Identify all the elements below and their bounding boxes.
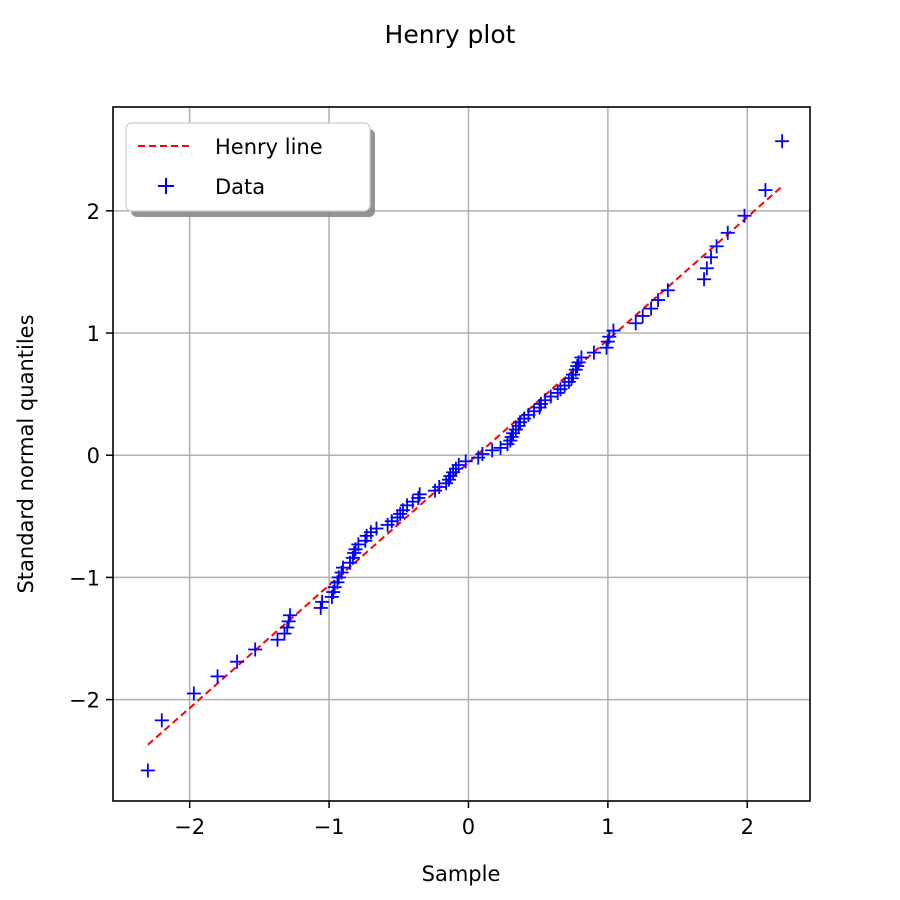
data-point xyxy=(270,632,285,647)
data-point xyxy=(363,525,378,540)
data-point xyxy=(446,465,461,480)
data-point xyxy=(230,654,245,669)
grid xyxy=(113,107,810,801)
y-tick-label: −1 xyxy=(69,566,100,590)
data-point xyxy=(720,225,735,240)
x-tick-label: −2 xyxy=(174,815,205,839)
data-point xyxy=(475,447,490,461)
legend-data-marker xyxy=(158,178,174,194)
data-point xyxy=(369,521,384,536)
data-point xyxy=(315,594,330,609)
data-point xyxy=(439,476,454,491)
data-point xyxy=(493,440,508,455)
data-point xyxy=(351,537,366,552)
data-point xyxy=(644,301,659,316)
data-point xyxy=(737,208,752,223)
data-point xyxy=(500,437,515,452)
data-point xyxy=(451,457,466,472)
y-tick-label: 2 xyxy=(87,200,100,224)
y-axis-ticks: −2 −1 0 1 2 xyxy=(69,200,113,713)
data-point xyxy=(506,426,521,441)
y-tick-label: −2 xyxy=(69,689,100,713)
data-point xyxy=(405,494,420,509)
x-tick-label: 0 xyxy=(462,815,475,839)
data-point xyxy=(568,362,583,377)
data-point xyxy=(758,183,773,198)
data-point xyxy=(526,404,541,419)
data-point xyxy=(432,479,447,494)
data-point xyxy=(503,433,518,448)
data-point xyxy=(280,620,295,635)
data-point xyxy=(543,389,558,404)
data-point xyxy=(635,308,650,323)
x-tick-label: −1 xyxy=(314,815,345,839)
legend-data-label: Data xyxy=(215,175,265,199)
data-point xyxy=(704,250,719,265)
data-point xyxy=(458,454,473,469)
data-point xyxy=(564,371,579,386)
data-point xyxy=(521,407,536,422)
data-point xyxy=(448,461,463,476)
plot-frame xyxy=(112,106,811,802)
data-point xyxy=(443,468,458,483)
data-point xyxy=(277,626,292,641)
data-point xyxy=(313,600,328,615)
data-point xyxy=(154,713,169,728)
data-point xyxy=(412,487,427,502)
data-point xyxy=(660,283,675,298)
data-point xyxy=(511,418,526,433)
data-point xyxy=(393,506,408,521)
x-axis-label: Sample xyxy=(422,862,501,886)
y-tick-label: 1 xyxy=(87,322,100,346)
data-point xyxy=(775,134,790,149)
data-point xyxy=(281,614,296,629)
data-point xyxy=(574,350,589,365)
data-point xyxy=(532,400,547,415)
data-point xyxy=(186,686,201,701)
y-axis-label: Standard normal quantiles xyxy=(14,314,38,593)
x-axis-ticks: −2 −1 0 1 2 xyxy=(174,801,754,839)
data-point xyxy=(699,261,714,276)
data-point xyxy=(709,239,724,254)
data-point xyxy=(441,472,456,487)
data-point xyxy=(586,345,601,360)
data-point xyxy=(538,393,553,408)
data-point xyxy=(561,374,576,389)
data-point xyxy=(390,510,405,525)
x-tick-label: 1 xyxy=(601,815,614,839)
data-point xyxy=(283,608,298,623)
data-point xyxy=(210,669,225,684)
data-point xyxy=(508,422,523,437)
data-point xyxy=(570,359,585,374)
data-point xyxy=(628,316,643,331)
data-point xyxy=(599,340,614,355)
data-point xyxy=(400,498,415,513)
data-point xyxy=(504,429,519,444)
data-points-layer xyxy=(140,134,790,778)
chart-title: Henry plot xyxy=(385,20,516,49)
data-point xyxy=(606,323,621,338)
legend-henry-line-label: Henry line xyxy=(215,135,323,159)
data-point xyxy=(485,443,500,458)
x-tick-label: 2 xyxy=(741,815,754,839)
y-tick-label: 0 xyxy=(87,444,100,468)
data-point xyxy=(140,763,155,778)
data-point xyxy=(248,642,263,657)
data-point xyxy=(550,385,565,400)
data-point xyxy=(651,293,666,308)
data-point xyxy=(697,272,712,287)
data-point xyxy=(384,514,399,529)
data-point xyxy=(347,545,362,560)
data-point xyxy=(411,490,426,505)
legend: Henry line Data xyxy=(125,122,375,217)
